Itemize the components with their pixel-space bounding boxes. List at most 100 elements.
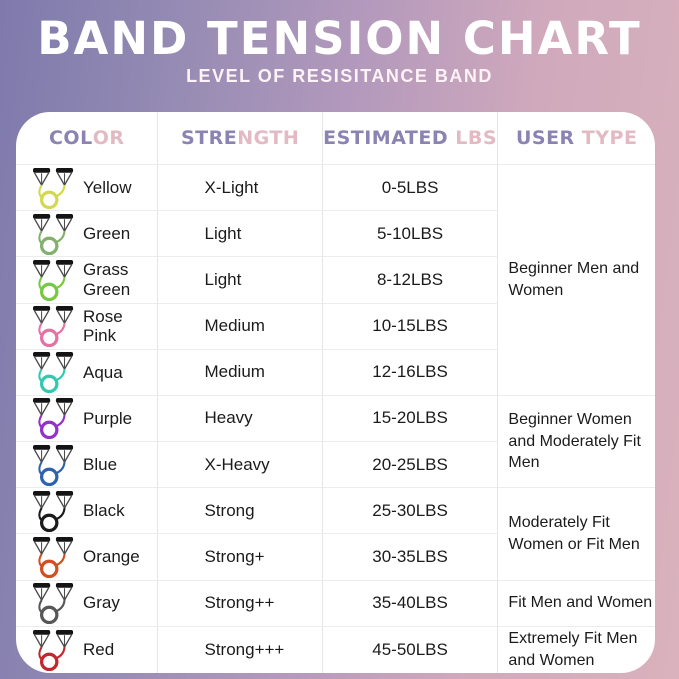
lbs-cell: 20-25LBS (322, 442, 499, 489)
lbs-cell: 15-20LBS (322, 395, 499, 443)
column-header-4: USER TYPE (498, 112, 655, 165)
page-title: BAND TENSION CHART (37, 12, 642, 65)
color-cell: Green (16, 211, 159, 258)
tension-table: COL OR STRE NGTH ESTIMATED LBS USER TYPE Yello… (16, 112, 655, 673)
resistance-band-icon (33, 583, 74, 625)
strength-cell: Light (158, 257, 323, 304)
user-type-label: Extremely Fit Men and Women (508, 630, 638, 669)
strength-value: Strong+ (204, 547, 265, 567)
color-name: Yellow (83, 177, 132, 197)
resistance-band-icon (33, 536, 74, 579)
column-header-part2: NGTH (237, 127, 300, 149)
lbs-value: 5-10LBS (376, 223, 444, 243)
strength-cell: Light (158, 211, 323, 258)
strength-value: Light (204, 223, 242, 243)
lbs-value: 0-5LBS (381, 177, 439, 197)
lbs-cell: 8-12LBS (322, 257, 499, 304)
user-type-label: Beginner Men and Women (508, 260, 640, 299)
color-name: Rose Pink (83, 306, 123, 346)
lbs-value: 20-25LBS (372, 454, 448, 474)
color-cell: Aqua (16, 349, 159, 396)
color-cell: Rose Pink (16, 303, 159, 350)
column-header-part1: COL (48, 127, 93, 149)
user-type-cell: Moderately Fit Women or Fit Men (498, 488, 655, 581)
lbs-value: 10-15LBS (372, 316, 448, 336)
lbs-value: 15-20LBS (372, 408, 448, 428)
lbs-cell: 12-16LBS (322, 349, 499, 396)
user-type-cell: Beginner Men and Women (498, 165, 655, 396)
column-header-part1: STRE (180, 127, 238, 149)
color-cell: Purple (16, 395, 159, 443)
column-header-3: ESTIMATED LBS (322, 112, 499, 165)
color-cell: Gray (16, 580, 159, 627)
column-header-part1: USER (515, 127, 582, 149)
strength-cell: Strong++ (158, 580, 323, 627)
lbs-cell: 0-5LBS (322, 165, 499, 212)
strength-value: Strong++ (204, 593, 275, 613)
strength-value: Strong+++ (204, 639, 285, 659)
column-header-part2: TYPE (581, 127, 638, 149)
color-name: Orange (83, 547, 140, 567)
color-name: Purple (83, 408, 133, 428)
lbs-cell: 5-10LBS (322, 211, 499, 258)
user-type-cell: Extremely Fit Men and Women (498, 627, 655, 673)
strength-cell: Medium (158, 303, 323, 350)
color-name: Gray (83, 593, 120, 613)
lbs-cell: 35-40LBS (322, 580, 499, 627)
lbs-cell: 30-35LBS (322, 534, 499, 581)
color-name: Grass Green (83, 260, 131, 299)
column-header-1: COL OR (16, 112, 159, 165)
strength-cell: Strong+ (158, 534, 323, 581)
column-header-part2: LBS (455, 127, 498, 149)
lbs-value: 35-40LBS (372, 593, 448, 613)
lbs-value: 30-35LBS (372, 547, 448, 567)
color-cell: Blue (16, 442, 159, 489)
resistance-band-icon (33, 490, 74, 532)
color-name: Red (83, 640, 115, 660)
strength-value: X-Heavy (204, 454, 270, 474)
color-cell: Red (16, 626, 159, 673)
resistance-band-icon (33, 629, 74, 671)
strength-value: Heavy (204, 408, 253, 428)
lbs-value: 45-50LBS (372, 639, 448, 659)
strength-cell: Strong+++ (158, 626, 323, 673)
resistance-band-icon (33, 398, 74, 440)
strength-value: Strong (204, 500, 255, 520)
color-name: Black (83, 501, 125, 521)
masthead: BAND TENSION CHART LEVEL OF RESISITANCE … (0, 0, 679, 112)
strength-cell: X-Light (158, 165, 323, 212)
strength-value: X-Light (204, 177, 259, 197)
user-type-cell: Fit Men and Women (498, 581, 655, 627)
strength-cell: X-Heavy (158, 442, 323, 489)
color-name: Blue (83, 454, 118, 474)
color-name: Green (83, 223, 131, 243)
lbs-cell: 25-30LBS (322, 488, 499, 535)
strength-value: Light (204, 269, 242, 289)
lbs-value: 12-16LBS (372, 362, 448, 382)
resistance-band-icon (33, 306, 74, 348)
color-cell: Black (16, 488, 159, 535)
color-cell: Orange (16, 534, 159, 581)
color-cell: Grass Green (16, 257, 159, 304)
color-name: Aqua (83, 362, 123, 382)
resistance-band-icon (33, 444, 74, 486)
user-type-label: Moderately Fit Women or Fit Men (508, 514, 640, 553)
lbs-value: 25-30LBS (372, 500, 448, 520)
column-header-2: STRE NGTH (158, 112, 323, 165)
user-type-label: Fit Men and Women (508, 594, 653, 612)
lbs-cell: 45-50LBS (323, 626, 499, 673)
column-header-part1: ESTIMATED (323, 127, 456, 149)
resistance-band-icon (33, 259, 74, 301)
resistance-band-icon (33, 167, 74, 209)
strength-cell: Strong (158, 488, 323, 535)
strength-cell: Medium (158, 349, 323, 396)
lbs-value: 8-12LBS (376, 269, 444, 289)
user-type-label: Beginner Women and Moderately Fit Men (508, 411, 641, 472)
column-header-part2: OR (92, 127, 125, 149)
strength-value: Medium (204, 362, 265, 382)
strength-value: Medium (204, 316, 265, 336)
strength-cell: Heavy (158, 395, 323, 443)
lbs-cell: 10-15LBS (322, 303, 499, 350)
resistance-band-icon (33, 352, 74, 394)
